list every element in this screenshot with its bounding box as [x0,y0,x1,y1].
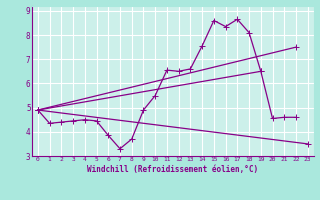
X-axis label: Windchill (Refroidissement éolien,°C): Windchill (Refroidissement éolien,°C) [87,165,258,174]
